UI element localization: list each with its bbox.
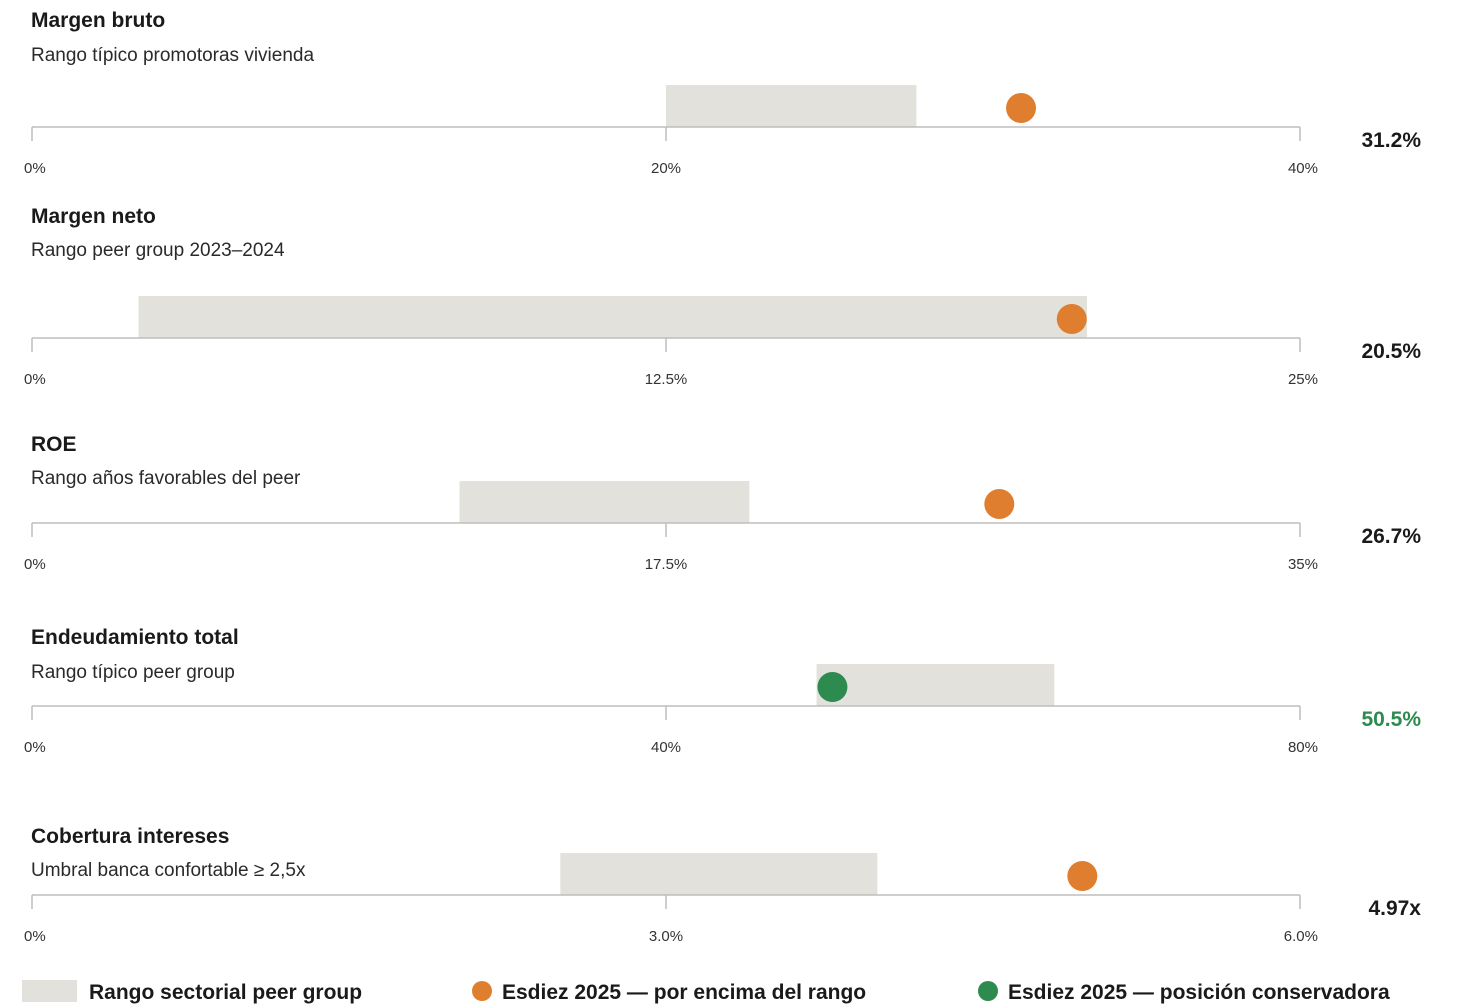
tick-label: 3.0% [649, 928, 683, 945]
value-label: 50.5% [1361, 708, 1421, 731]
tick-label: 0% [24, 739, 46, 756]
panel-2: Margen neto Rango peer group 2023–2024 0% 1… [24, 205, 1421, 388]
tick-label: 0% [24, 371, 46, 388]
tick-label: 80% [1288, 739, 1318, 756]
panel-4: Endeudamiento total Rango típico peer gro… [24, 626, 1421, 756]
panel-3: ROE Rango años favorables del peer 0% 17.5%… [24, 433, 1421, 573]
tick-label: 40% [1288, 160, 1318, 177]
range-bar [666, 85, 917, 127]
value-label: 20.5% [1361, 340, 1421, 363]
legend-conservative-swatch [978, 981, 998, 1001]
tick-label: 0% [24, 928, 46, 945]
range-bar [459, 481, 750, 523]
tick-label: 0% [24, 160, 46, 177]
range-bar [138, 296, 1087, 338]
legend-above-swatch [472, 981, 492, 1001]
legend-label: Esdiez 2025 — posición conservadora [1008, 981, 1390, 1004]
value-dot [817, 672, 848, 702]
panel-5: Cobertura intereses Umbral banca conforta… [24, 825, 1421, 945]
value-label: 26.7% [1361, 525, 1421, 548]
tick-label: 40% [651, 739, 681, 756]
value-label: 31.2% [1361, 129, 1421, 152]
tick-label: 35% [1288, 556, 1318, 573]
tick-label: 6.0% [1284, 928, 1318, 945]
legend-range-swatch [22, 980, 77, 1002]
legend-label: Esdiez 2025 — por encima del rango [502, 981, 866, 1004]
value-dot [1006, 93, 1037, 123]
tick-label: 25% [1288, 371, 1318, 388]
legend-label: Rango sectorial peer group [89, 981, 362, 1004]
value-dot [1056, 304, 1087, 334]
panel-title: ROE [31, 433, 77, 456]
tick-label: 12.5% [645, 371, 688, 388]
tick-label: 17.5% [645, 556, 688, 573]
value-label: 4.97x [1368, 897, 1421, 920]
tick-label: 20% [651, 160, 681, 177]
value-dot [984, 489, 1015, 519]
panel-subtitle: Umbral banca confortable ≥ 2,5x [31, 860, 306, 881]
range-bar [560, 853, 878, 895]
panel-subtitle: Rango peer group 2023–2024 [31, 240, 285, 261]
panel-title: Cobertura intereses [31, 825, 229, 848]
panel-title: Margen bruto [31, 9, 165, 32]
legend: Rango sectorial peer group Esdiez 2025 — … [22, 980, 1390, 1004]
panel-title: Endeudamiento total [31, 626, 239, 649]
panel-subtitle: Rango típico peer group [31, 662, 235, 683]
panel-subtitle: Rango años favorables del peer [31, 468, 301, 489]
tick-label: 0% [24, 556, 46, 573]
value-dot [1067, 861, 1098, 891]
panel-1: Margen bruto Rango típico promotoras vivi… [24, 9, 1421, 177]
panel-title: Margen neto [31, 205, 156, 228]
range-bar [816, 664, 1055, 706]
panel-subtitle: Rango típico promotoras vivienda [31, 45, 314, 66]
